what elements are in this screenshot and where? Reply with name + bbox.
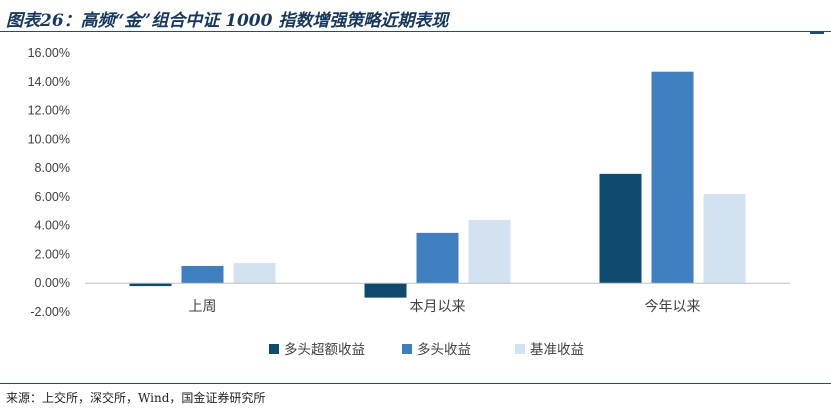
y-tick-label: 4.00% (35, 219, 70, 233)
legend-swatch (269, 344, 279, 354)
x-tick-label: 本月以来 (410, 299, 466, 315)
y-tick-label: 2.00% (35, 247, 70, 261)
legend-label: 多头超额收益 (284, 341, 365, 358)
y-tick-label: -2.00% (30, 305, 70, 319)
chart-title: 图表26：高频“金”组合中证 1000 指数增强策略近期表现 (6, 11, 449, 31)
bars (129, 71, 746, 298)
title-accent-mark (810, 31, 824, 34)
bar-chart: -2.00% 0.00% 2.00% 4.00% 6.00% 8.00% 10.00% 12.… (28, 46, 790, 358)
y-tick-label: 8.00% (35, 161, 70, 175)
title-divider (0, 31, 831, 32)
y-tick-label: 16.00% (28, 46, 70, 60)
x-axis-labels: 上周 本月以来 今年以来 (189, 299, 701, 315)
legend-label: 多头收益 (417, 341, 471, 358)
bar (703, 194, 746, 284)
source-divider (0, 383, 831, 384)
legend-swatch (515, 344, 525, 354)
y-tick-label: 6.00% (35, 190, 70, 204)
x-tick-label: 上周 (189, 299, 217, 315)
y-axis-labels: -2.00% 0.00% 2.00% 4.00% 6.00% 8.00% 10.00% 12.… (28, 46, 70, 319)
bar (233, 263, 276, 284)
y-tick-label: 10.00% (28, 132, 70, 146)
legend: 多头超额收益 多头收益 基准收益 (269, 341, 584, 358)
bar (651, 71, 694, 284)
bar (416, 232, 459, 284)
source-note: 来源：上交所，深交所，Wind，国金证券研究所 (6, 391, 266, 405)
x-tick-label: 今年以来 (645, 299, 701, 315)
y-tick-label: 0.00% (35, 276, 70, 290)
bar (468, 219, 511, 284)
bar (129, 283, 172, 287)
y-tick-label: 14.00% (28, 75, 70, 89)
legend-label: 基准收益 (530, 341, 584, 358)
y-tick-label: 12.00% (28, 104, 70, 118)
bar (364, 283, 407, 298)
bar (181, 265, 224, 284)
legend-swatch (402, 344, 412, 354)
bar (599, 173, 642, 284)
